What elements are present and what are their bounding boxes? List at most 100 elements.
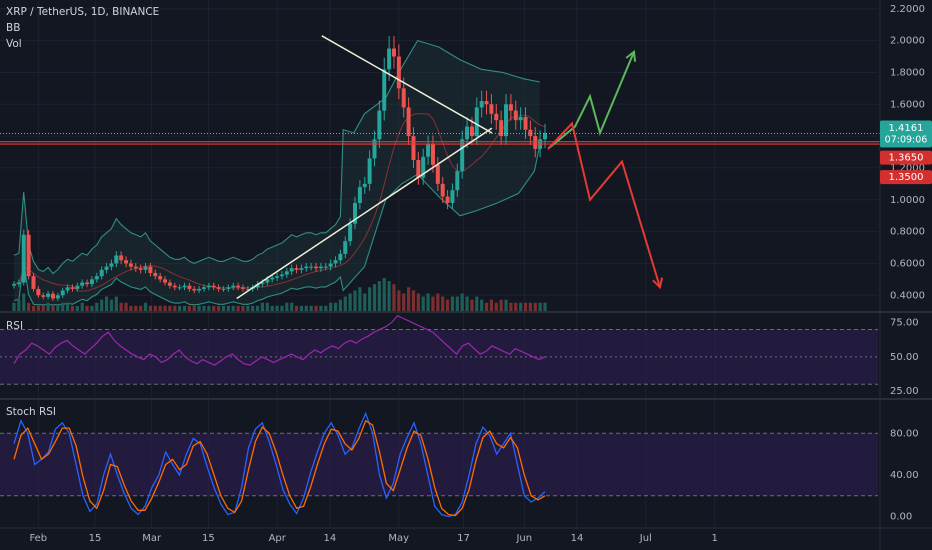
candle-body [167, 282, 172, 286]
volume-bar [153, 305, 157, 312]
volume-bar [363, 293, 367, 312]
volume-bar [494, 302, 498, 312]
volume-bar [139, 305, 143, 312]
candle-body [328, 263, 333, 267]
volume-bar [392, 284, 396, 312]
symbol-title[interactable]: XRP / TetherUS, 1D, BINANCE [6, 6, 160, 18]
candle-body [318, 266, 323, 269]
volume-bar [455, 296, 459, 312]
rsi-pane[interactable] [0, 314, 878, 385]
price-tick-label: 2.0000 [890, 36, 925, 47]
candle-body [55, 295, 60, 299]
candle-body [133, 266, 138, 269]
candle-body [474, 107, 479, 137]
volume-bar [480, 299, 484, 312]
volume-bar [314, 305, 318, 312]
time-tick-label: May [388, 533, 409, 544]
candle-body [153, 272, 158, 277]
volume-bar [445, 299, 450, 312]
time-tick-label: 17 [457, 533, 470, 544]
volume-bar [358, 287, 362, 312]
stoch-rsi-pane[interactable] [0, 411, 878, 518]
price-tick-label: 2.2000 [890, 4, 925, 15]
bullish-projection [547, 51, 635, 150]
candle-body [245, 288, 250, 290]
candle-body [260, 282, 265, 285]
candle-body [426, 144, 431, 157]
last-price-label: 1.4161 [889, 123, 924, 134]
volume-bar [265, 302, 269, 312]
candle-body [353, 202, 358, 224]
bollinger-lower-line [13, 145, 541, 306]
candle-body [75, 285, 80, 289]
stoch-d-line [13, 419, 546, 517]
candle-body [70, 287, 75, 289]
volume-bar [27, 302, 31, 312]
volume-bar [255, 305, 260, 312]
volume-bar [104, 296, 109, 312]
candle-body [484, 101, 489, 105]
bearish-arrowhead [652, 277, 664, 290]
candle-body [489, 104, 494, 114]
candle-body [16, 282, 21, 285]
candle-body [89, 279, 94, 285]
bearish-projection [547, 121, 661, 288]
candle-body [31, 276, 36, 289]
volume-bar [353, 290, 357, 312]
volume-bar [260, 302, 265, 312]
time-axis[interactable]: Feb 15 Mar 15 Apr 14 May 17 Jun 14 Jul 1 [29, 533, 717, 544]
volume-bar [12, 302, 16, 312]
bollinger-basis-line [13, 113, 546, 292]
vol-indicator-label[interactable]: Vol [6, 38, 22, 50]
stoch-tick-label: 0.00 [890, 512, 912, 523]
volume-bar [504, 299, 508, 312]
volume-bar [114, 296, 118, 312]
bollinger-bands [13, 39, 546, 306]
candle-body [265, 279, 270, 283]
volume-bar [397, 290, 401, 312]
volume-bar [173, 305, 177, 312]
rsi-line [13, 314, 546, 366]
candle-body [362, 183, 367, 188]
candle-body [36, 288, 41, 296]
price-axis[interactable]: 2.20002.00001.80001.60001.40001.20001.00… [890, 4, 925, 523]
candle-body [148, 266, 153, 273]
volume-bar [450, 296, 455, 312]
candle-body [348, 223, 353, 242]
volume-bar [309, 305, 313, 312]
stoch-tick-label: 40.00 [890, 470, 919, 481]
candle-body [50, 293, 55, 299]
price-tick-label: 1.6000 [890, 99, 925, 110]
trendline-drawings[interactable] [236, 35, 664, 300]
candle-body [182, 285, 187, 288]
level-upper-label: 1.3650 [889, 153, 924, 164]
last-price-badge [880, 120, 932, 148]
volume-bar [299, 305, 304, 312]
volume-bar [187, 305, 191, 312]
price-tick-label: 0.8000 [890, 227, 925, 238]
volume-bar [465, 296, 469, 312]
candle-body [128, 263, 133, 267]
volume-bar [528, 302, 532, 312]
candle-body [226, 287, 231, 289]
candle-body [299, 268, 304, 270]
bb-indicator-label[interactable]: BB [6, 22, 21, 34]
volume-bar [236, 305, 240, 312]
candle-body [304, 266, 309, 269]
volume-bar [538, 302, 542, 312]
stoch-rsi-label[interactable]: Stoch RSI [6, 406, 57, 418]
volume-bar [290, 302, 294, 312]
volume-bar [221, 305, 226, 312]
candle-body [314, 266, 319, 269]
trendline [236, 127, 493, 300]
candle-body [221, 288, 226, 290]
candle-body [60, 290, 65, 296]
rsi-label[interactable]: RSI [6, 320, 24, 332]
candle-body [104, 266, 109, 270]
countdown-label: 07:09:06 [885, 135, 928, 146]
candle-body [26, 234, 31, 277]
candle-body [289, 268, 294, 272]
